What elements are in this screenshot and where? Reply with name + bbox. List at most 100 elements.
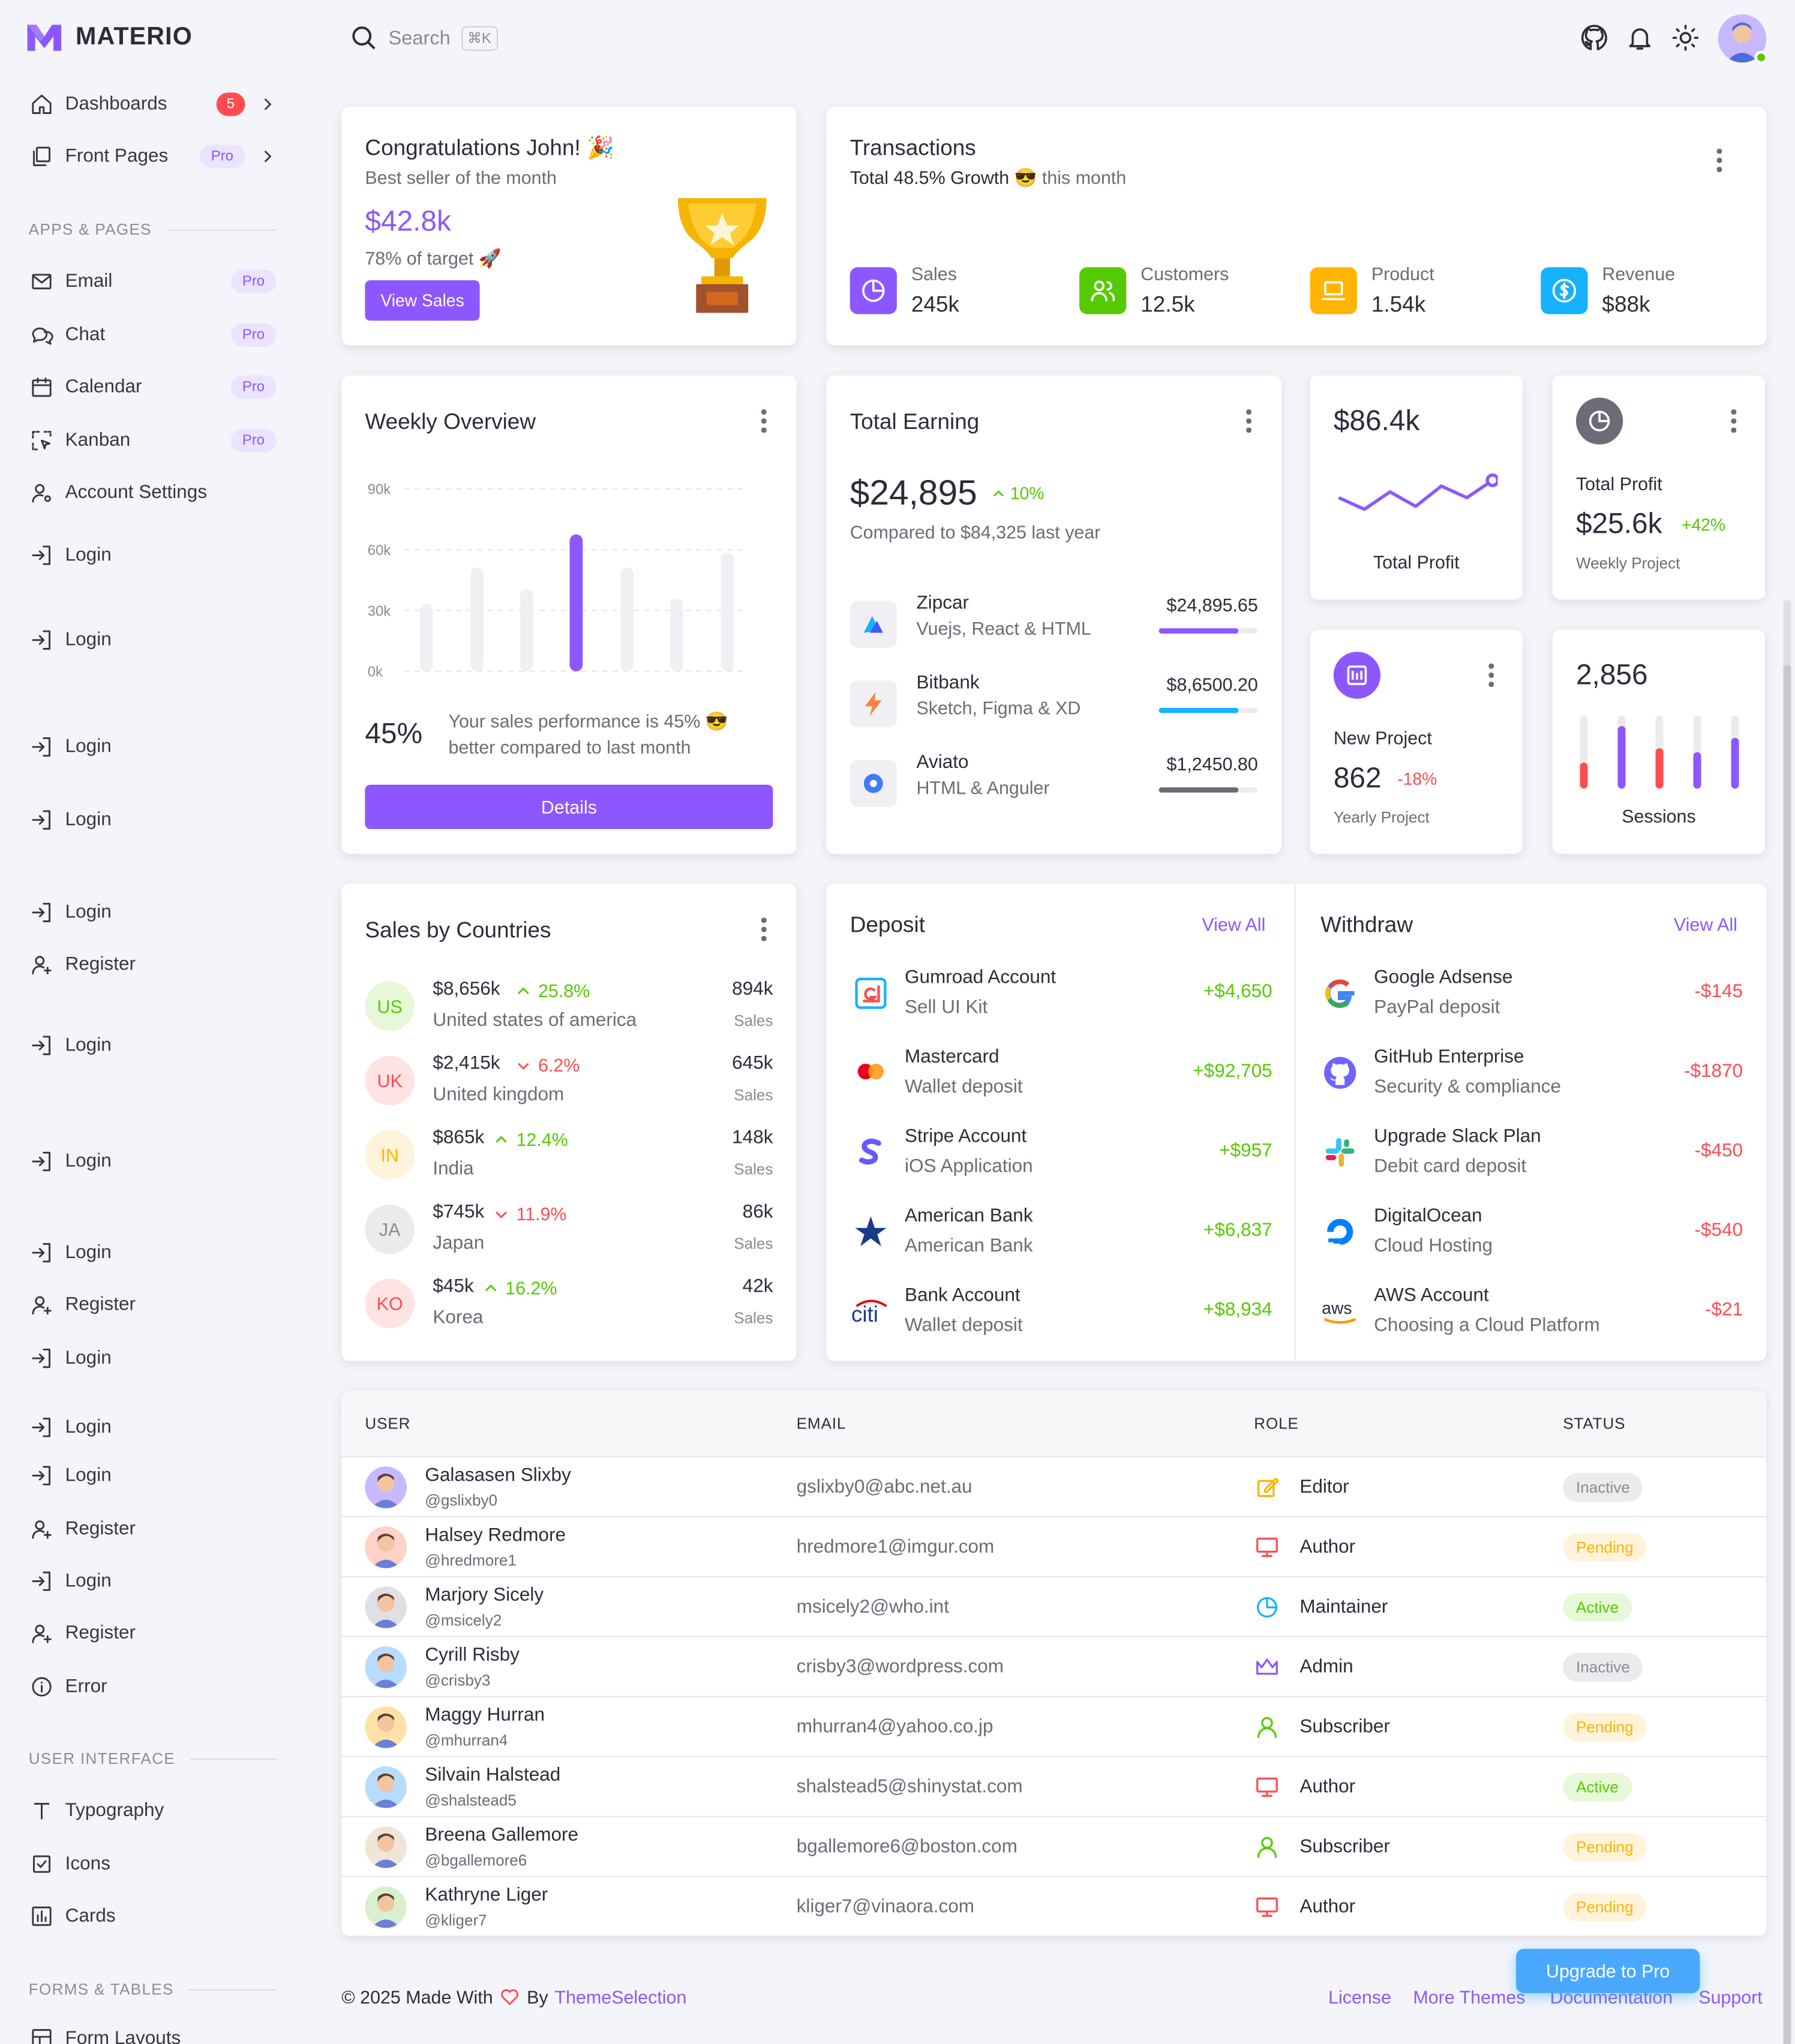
congratulations-card: Congratulations John! 🎉 Best seller of t…: [341, 107, 797, 346]
user-email: gslixby0@abc.net.au: [796, 1476, 972, 1498]
sidebar-item-chat[interactable]: Chat Pro: [29, 319, 277, 350]
sidebar-item-login[interactable]: Login: [29, 1343, 277, 1374]
sidebar-item-login[interactable]: Login: [29, 1566, 277, 1597]
more-vertical-icon[interactable]: [1731, 409, 1737, 433]
more-vertical-icon[interactable]: [1716, 148, 1722, 172]
more-vertical-icon[interactable]: [1246, 409, 1251, 433]
support-link[interactable]: Support: [1698, 1986, 1763, 2008]
sidebar-item-label: Login: [65, 545, 112, 566]
withdraw-item-amount: -$450: [1694, 1140, 1743, 1161]
sidebar-item-calendar[interactable]: Calendar Pro: [29, 371, 277, 403]
sidebar-item-label: Login: [65, 1347, 112, 1369]
withdraw-item-desc: Debit card deposit: [1374, 1156, 1527, 1178]
new-project-change: -18%: [1397, 769, 1437, 789]
user-handle: @shalstead5: [425, 1791, 517, 1809]
sidebar-item-typography[interactable]: Typography: [29, 1795, 277, 1826]
sidebar-item-form-layouts[interactable]: Form Layouts: [29, 2023, 277, 2044]
withdraw-view-all-link[interactable]: View All: [1673, 914, 1737, 935]
table-row[interactable]: Kathryne Liger @kliger7 kliger7@vinaora.co…: [341, 1875, 1767, 1936]
scrollbar-thumb[interactable]: [1783, 665, 1791, 2044]
country-sales-label: Sales: [734, 1012, 773, 1030]
user-name: Marjory Sicely: [425, 1585, 544, 1606]
brand[interactable]: MATERIO: [26, 21, 192, 55]
table-row[interactable]: Halsey Redmore @hredmore1 hredmore1@imgur.…: [341, 1516, 1767, 1576]
sun-icon[interactable]: [1671, 23, 1700, 52]
chevron-up-icon: [993, 490, 1004, 496]
table-row[interactable]: Galasasen Slixby @gslixby0 gslixby0@abc.ne…: [341, 1456, 1767, 1516]
sidebar-item-dashboards[interactable]: Dashboards 5: [29, 89, 277, 120]
table-row[interactable]: Marjory Sicely @msicely2 msicely2@who.int M…: [341, 1575, 1767, 1636]
sidebar-item-login[interactable]: Login: [29, 1146, 277, 1177]
search-input[interactable]: Search ⌘K: [349, 23, 498, 52]
sidebar-item-error[interactable]: Error: [29, 1671, 277, 1703]
sidebar-item-login[interactable]: Login: [29, 540, 277, 571]
sidebar-item-login[interactable]: Login: [29, 1030, 277, 1061]
withdraw-item-name: AWS Account: [1374, 1285, 1489, 1307]
avatar: [365, 1526, 407, 1568]
earning-item-amount: $8,6500.20: [1166, 674, 1258, 695]
withdraw-title: Withdraw: [1320, 912, 1413, 938]
digitalocean-icon: [1319, 1211, 1361, 1253]
more-themes-link[interactable]: More Themes: [1413, 1986, 1526, 2008]
user-role: Author: [1299, 1776, 1356, 1798]
pie-chart-icon: [1254, 1594, 1280, 1620]
sidebar-item-cards[interactable]: Cards: [29, 1901, 277, 1932]
user-handle: @mhurran4: [425, 1731, 508, 1749]
sidebar-item-email[interactable]: Email Pro: [29, 266, 277, 297]
sessions-amount: 2,856: [1575, 658, 1648, 691]
sidebar-item-label: Login: [65, 1571, 112, 1592]
upgrade-to-pro-button[interactable]: Upgrade to Pro: [1516, 1949, 1700, 1994]
avatar: [365, 1466, 407, 1508]
github-icon[interactable]: [1580, 23, 1608, 52]
sidebar-item-register[interactable]: Register: [29, 1617, 277, 1649]
view-sales-button[interactable]: View Sales: [365, 280, 480, 321]
sidebar-item-login[interactable]: Login: [29, 897, 277, 928]
chevron-up-icon: [517, 986, 529, 994]
status-badge: Active: [1563, 1773, 1632, 1802]
sidebar-item-login[interactable]: Login: [29, 1237, 277, 1268]
session-bar: [1731, 737, 1739, 789]
progress-track: [1158, 628, 1258, 634]
withdraw-item-name: Google Adsense: [1374, 967, 1513, 989]
details-button[interactable]: Details: [365, 785, 773, 829]
chevron-right-icon: [264, 150, 272, 163]
user-handle: @kliger7: [425, 1911, 487, 1929]
bell-icon[interactable]: [1626, 23, 1655, 52]
sidebar-item-label: Typography: [65, 1800, 164, 1821]
more-vertical-icon[interactable]: [761, 409, 767, 433]
withdraw-item-amount: -$540: [1694, 1220, 1743, 1241]
sidebar-item-login[interactable]: Login: [29, 731, 277, 763]
sidebar-item-register[interactable]: Register: [29, 949, 277, 980]
sidebar-item-kanban[interactable]: Kanban Pro: [29, 425, 277, 456]
deposit-view-all-link[interactable]: View All: [1202, 914, 1266, 935]
sidebar-item-icons[interactable]: Icons: [29, 1848, 277, 1880]
chevron-right-icon: [264, 98, 272, 110]
user-name: Halsey Redmore: [425, 1525, 566, 1546]
sidebar-item-account-settings[interactable]: Account Settings: [29, 477, 277, 508]
company-link[interactable]: ThemeSelection: [554, 1986, 687, 2008]
chart-bar: [721, 553, 734, 672]
table-row[interactable]: Breena Gallemore @bgallemore6 bgallemore6@…: [341, 1815, 1767, 1876]
sidebar-item-register[interactable]: Register: [29, 1514, 277, 1545]
table-row[interactable]: Cyrill Risby @crisby3 crisby3@wordpress.co…: [341, 1635, 1767, 1696]
table-row[interactable]: Silvain Halstead @shalstead5 shalstead5@sh…: [341, 1755, 1767, 1816]
sidebar-item-login[interactable]: Login: [29, 805, 277, 836]
sidebar-item-register[interactable]: Register: [29, 1289, 277, 1320]
countries-title: Sales by Countries: [365, 917, 551, 943]
progress-fill: [1158, 787, 1238, 793]
license-link[interactable]: License: [1328, 1986, 1391, 2008]
sidebar-item-front-pages[interactable]: Front Pages Pro: [29, 141, 277, 172]
sidebar-item-login[interactable]: Login: [29, 1460, 277, 1491]
table-row[interactable]: Maggy Hurran @mhurran4 mhurran4@yahoo.co.j…: [341, 1695, 1767, 1756]
country-sales: 894k: [732, 979, 773, 1000]
sidebar-item-label: Front Pages: [65, 146, 169, 167]
sidebar-item-login[interactable]: Login: [29, 1412, 277, 1443]
more-vertical-icon[interactable]: [1488, 663, 1494, 687]
chat-icon: [29, 322, 55, 348]
user-role: Subscriber: [1299, 1836, 1390, 1858]
more-vertical-icon[interactable]: [761, 917, 767, 941]
country-change: 6.2%: [515, 1055, 580, 1076]
status-badge: Pending: [1563, 1533, 1647, 1562]
edit-icon: [1254, 1474, 1280, 1500]
sidebar-item-login[interactable]: Login: [29, 625, 277, 656]
